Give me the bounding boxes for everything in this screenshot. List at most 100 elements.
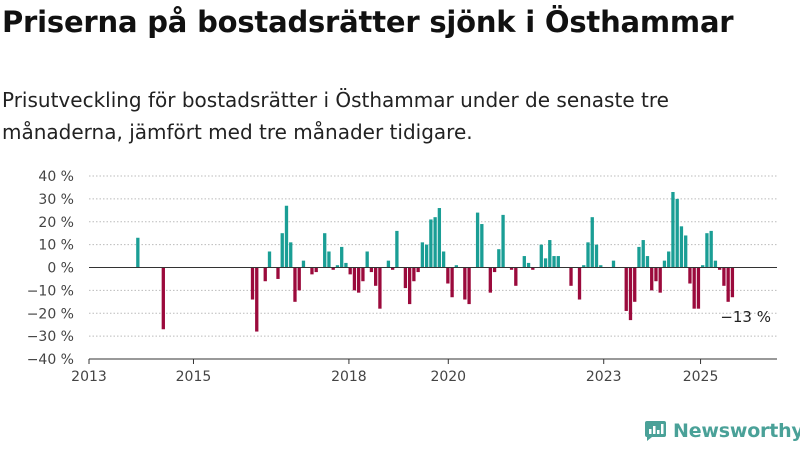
bar	[713, 260, 718, 268]
bar	[365, 251, 369, 268]
y-tick-label: −20 %	[27, 306, 74, 322]
bar	[701, 265, 705, 268]
bar	[255, 267, 259, 332]
bar	[679, 226, 684, 268]
bar	[692, 267, 696, 309]
bar	[552, 256, 556, 268]
newsworthy-brand: Newsworthy	[644, 420, 800, 442]
bar	[420, 242, 425, 268]
chart-subtitle: Prisutveckling för bostadsrätter i Östha…	[2, 88, 669, 144]
bar	[480, 224, 484, 268]
bar	[684, 235, 688, 268]
bar	[293, 267, 297, 302]
bar	[136, 237, 140, 268]
bar	[280, 233, 284, 268]
bar	[335, 265, 340, 268]
bar	[429, 219, 433, 268]
x-tick-label: 2018	[331, 369, 367, 385]
bar	[599, 265, 603, 268]
bar	[276, 267, 280, 279]
bar	[539, 244, 543, 268]
bar	[662, 260, 667, 268]
bar	[344, 262, 348, 268]
y-axis-labels: 40 % 30 % 20 % 10 % 0 % −10 % −20 % −30 % −40 %	[27, 169, 74, 368]
bar	[263, 267, 267, 282]
newsworthy-logo-icon	[645, 421, 666, 441]
bar	[569, 267, 573, 286]
bar	[424, 244, 429, 268]
bar	[718, 267, 722, 270]
bar	[454, 265, 459, 268]
bar	[543, 258, 548, 268]
y-tick-label: −10 %	[27, 283, 74, 299]
x-tick-label: 2015	[176, 369, 212, 385]
bar	[497, 249, 501, 268]
bar	[671, 192, 675, 268]
bar	[416, 267, 420, 273]
bar	[378, 267, 382, 309]
bar	[395, 230, 399, 268]
y-tick-label: 30 %	[38, 192, 74, 208]
bar	[327, 251, 331, 268]
bar	[323, 233, 327, 268]
bar	[301, 260, 306, 268]
bar	[467, 267, 471, 305]
y-tick-label: 20 %	[38, 215, 74, 231]
bar	[412, 267, 416, 282]
bar	[675, 198, 679, 268]
bar	[386, 260, 391, 268]
bar	[331, 267, 335, 270]
bar	[492, 267, 497, 273]
bar	[726, 267, 730, 302]
bar	[526, 262, 531, 268]
bar	[586, 242, 590, 268]
bar	[297, 267, 301, 291]
bar	[730, 267, 735, 298]
bar	[250, 267, 255, 300]
bar	[161, 267, 165, 330]
bar	[722, 267, 726, 286]
y-tick-label: −30 %	[27, 329, 74, 345]
bar	[446, 267, 450, 284]
bar	[667, 251, 671, 268]
bar	[463, 267, 467, 300]
bar	[475, 212, 480, 268]
y-tick-label: 10 %	[38, 238, 74, 254]
bar	[582, 265, 586, 268]
bar	[696, 267, 701, 309]
bar	[357, 267, 361, 293]
bar	[284, 205, 289, 268]
bar	[352, 267, 357, 291]
last-value-annotation: −13 %	[720, 308, 771, 326]
bar	[611, 260, 616, 268]
bar	[433, 217, 437, 268]
bar	[577, 267, 582, 300]
x-tick-label: 2013	[71, 369, 107, 385]
brand-name: Newsworthy	[673, 420, 800, 442]
bar	[441, 251, 446, 268]
bar	[637, 246, 641, 268]
bar	[590, 217, 594, 268]
bar	[369, 267, 374, 273]
bar	[594, 244, 599, 268]
y-tick-label: −40 %	[27, 352, 74, 368]
y-tick-label: 0 %	[47, 261, 74, 277]
bar	[650, 267, 654, 291]
bar	[488, 267, 492, 293]
x-tick-label: 2023	[586, 369, 622, 385]
bar	[374, 267, 378, 286]
bar	[641, 240, 645, 268]
bar	[522, 256, 526, 268]
bar	[267, 251, 272, 268]
bar	[645, 256, 650, 268]
y-tick-label: 40 %	[38, 169, 74, 185]
bar	[407, 267, 412, 305]
bar	[361, 267, 365, 282]
bar	[340, 246, 344, 268]
bar	[514, 267, 518, 286]
x-tick-label: 2025	[683, 369, 719, 385]
bar	[391, 267, 395, 270]
bar	[709, 230, 713, 268]
x-tick-label: 2020	[430, 369, 466, 385]
x-axis: 2013 2015 2018 2020 2023 2025	[71, 358, 777, 385]
